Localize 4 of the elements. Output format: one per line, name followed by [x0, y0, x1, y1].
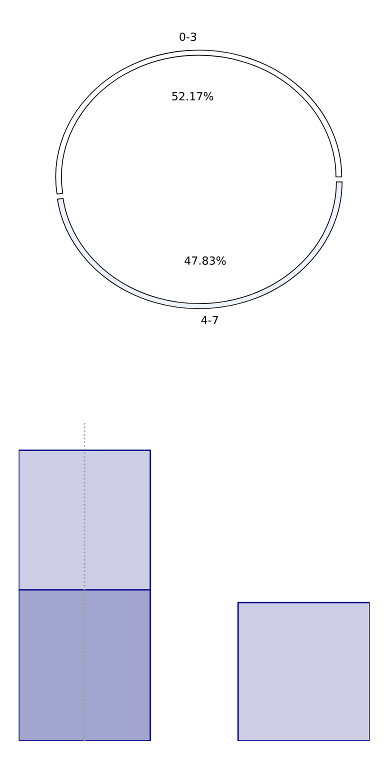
slice-label: 0-3 [180, 32, 196, 41]
data-label: 52.17% [172, 92, 214, 100]
slice-label: 4-7 [201, 316, 218, 324]
data-label: 47.83% [184, 256, 226, 265]
